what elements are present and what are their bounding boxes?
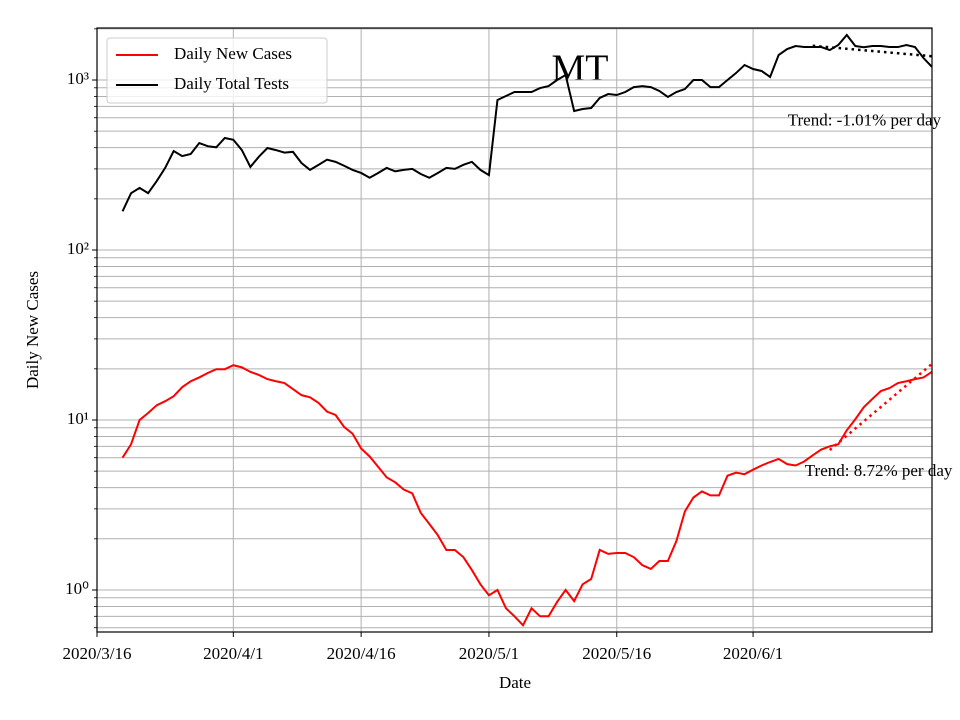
trend-annotation: Trend: -1.01% per day (788, 111, 942, 130)
x-tick-label: 2020/4/16 (327, 644, 396, 663)
x-tick-label: 2020/4/1 (203, 644, 263, 663)
plot-frame (96, 27, 933, 633)
legend-label: Daily New Cases (174, 44, 292, 63)
y-tick-label: 10¹ (67, 409, 89, 428)
data-line (121, 364, 932, 627)
legend-box (106, 37, 328, 104)
legend: Daily New Cases Daily Total Tests (106, 37, 328, 104)
y-tick-label: 10⁰ (65, 579, 89, 598)
y-tick-label: 10³ (67, 69, 89, 88)
plot-area (121, 33, 932, 627)
trend-line (812, 44, 932, 58)
legend-label: Daily Total Tests (174, 74, 289, 93)
data-line (121, 33, 932, 212)
x-tick-label: 2020/3/16 (63, 644, 132, 663)
grid (96, 28, 932, 632)
x-tick-label: 2020/6/1 (723, 644, 783, 663)
trend-line (828, 362, 932, 451)
chart-title: MT (552, 48, 609, 90)
y-tick-label: 10² (67, 239, 89, 258)
x-tick-label: 2020/5/1 (459, 644, 519, 663)
y-axis-label: Daily New Cases (23, 271, 42, 389)
x-tick-label: 2020/5/16 (582, 644, 651, 663)
trend-annotation: Trend: 8.72% per day (805, 461, 953, 480)
x-axis-label: Date (499, 673, 531, 692)
